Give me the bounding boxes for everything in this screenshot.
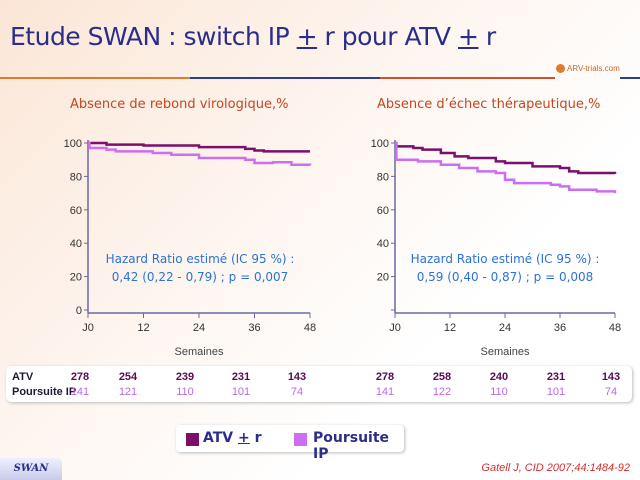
at-risk-ip: 74: [604, 386, 618, 398]
x-tick-label: J0: [389, 322, 401, 334]
at-risk-ip: 141: [70, 386, 90, 398]
x-tick-label: J0: [82, 322, 94, 334]
at-risk-ip: 101: [231, 386, 251, 398]
legend-text: r: [249, 430, 262, 446]
legend-text: +: [238, 430, 250, 446]
swan-tab[interactable]: SWAN: [0, 458, 62, 480]
at-risk-ip: 101: [546, 386, 566, 398]
x-tick-label: 48: [609, 322, 621, 334]
at-risk-ip: 110: [176, 386, 194, 398]
y-tick-label: 20: [377, 272, 389, 284]
header-divider: [620, 77, 640, 79]
legend-label-ip: Poursuite IP: [313, 430, 390, 462]
at-risk-atv: 254: [118, 371, 138, 383]
at-risk-atv: 240: [489, 371, 509, 383]
chart2-plot: 20 40 60 80 100 J0 12 24 36 48 Semaines: [371, 138, 621, 358]
title-text: Etude SWAN : switch IP: [10, 22, 297, 51]
at-risk-atv: 258: [432, 371, 452, 383]
chart2-title: Absence d’échec thérapeutique,%: [377, 97, 601, 112]
title-text: r: [478, 22, 496, 51]
x-axis-label: Semaines: [481, 346, 530, 358]
at-risk-ip: 141: [375, 386, 395, 398]
chart1-hazard-ratio: Hazard Ratio estimé (IC 95 %) : 0,42 (0,2…: [95, 250, 305, 286]
at-risk-atv: 143: [601, 371, 621, 383]
at-risk-atv: 239: [175, 371, 195, 383]
at-risk-atv: 143: [287, 371, 307, 383]
at-risk-ip: 74: [290, 386, 304, 398]
x-tick-label: 24: [499, 322, 511, 334]
row-label-atv: ATV: [12, 371, 34, 383]
title-text: r pour ATV: [317, 22, 458, 51]
y-tick-label: 40: [377, 238, 389, 250]
km-curve-atv: [88, 141, 310, 153]
y-tick-label: 80: [70, 171, 82, 183]
x-tick-label: 48: [304, 322, 316, 334]
citation: Gatell J, CID 2007;44:1484-92: [481, 462, 630, 474]
legend-swatch-atv: [186, 433, 199, 446]
km-curve-poursuite-ip: [395, 141, 617, 194]
x-tick-label: 36: [248, 322, 260, 334]
y-tick-label: 60: [70, 205, 82, 217]
y-tick-label: 20: [70, 272, 82, 284]
y-tick-label: 0: [76, 305, 82, 317]
header-divider: [190, 77, 380, 79]
at-risk-atv: 231: [546, 371, 566, 383]
at-risk-ip: 121: [118, 386, 138, 398]
x-tick-label: 12: [137, 322, 149, 334]
legend-text: ATV: [203, 430, 239, 446]
header-divider: [0, 77, 190, 79]
at-risk-ip: 122: [432, 386, 452, 398]
legend: ATV + r Poursuite IP: [176, 425, 404, 462]
x-tick-label: 12: [444, 322, 456, 334]
chart1-plot: 0 20 40 60 80 100 J0 12 24 36 48 Semaines: [64, 138, 316, 358]
title-plusminus: +: [457, 22, 479, 51]
x-tick-label: 36: [554, 322, 566, 334]
logo: ARV-trials.com: [556, 64, 620, 74]
y-tick-label: 80: [377, 171, 389, 183]
x-axis-label: Semaines: [175, 346, 224, 358]
km-curve-poursuite-ip: [88, 141, 312, 166]
at-risk-atv: 231: [231, 371, 251, 383]
slide-title: Etude SWAN : switch IP + r pour ATV + r: [10, 22, 496, 51]
patients-at-risk-table: ATV Poursuite IP 278 254 239 231 143 141 121 11…: [6, 366, 632, 402]
x-tick-label: 24: [193, 322, 205, 334]
chart2-hazard-ratio: Hazard Ratio estimé (IC 95 %) : 0,59 (0,4…: [400, 250, 610, 286]
logo-text: ARV-trials.com: [567, 64, 620, 73]
legend-label-atv: ATV + r: [203, 430, 262, 446]
hr-line: 0,59 (0,40 - 0,87) ; p = 0,008: [416, 270, 594, 284]
y-tick-label: 100: [371, 138, 389, 150]
km-curve-atv: [395, 141, 617, 175]
chart1-title: Absence de rebond virologique,%: [70, 97, 289, 112]
hr-line: Hazard Ratio estimé (IC 95 %) :: [410, 252, 600, 266]
y-tick-label: 40: [70, 238, 82, 250]
title-plusminus: +: [296, 22, 318, 51]
hr-line: 0,42 (0,22 - 0,79) ; p = 0,007: [111, 270, 289, 284]
at-risk-atv: 278: [375, 371, 395, 383]
header-divider: [380, 77, 555, 79]
at-risk-ip: 110: [490, 386, 508, 398]
legend-swatch-ip: [294, 433, 307, 446]
logo-icon: [556, 64, 565, 74]
row-label-ip: Poursuite IP: [12, 386, 77, 398]
hr-line: Hazard Ratio estimé (IC 95 %) :: [105, 252, 295, 266]
at-risk-atv: 278: [70, 371, 90, 383]
y-tick-label: 60: [377, 205, 389, 217]
y-tick-label: 100: [64, 138, 82, 150]
